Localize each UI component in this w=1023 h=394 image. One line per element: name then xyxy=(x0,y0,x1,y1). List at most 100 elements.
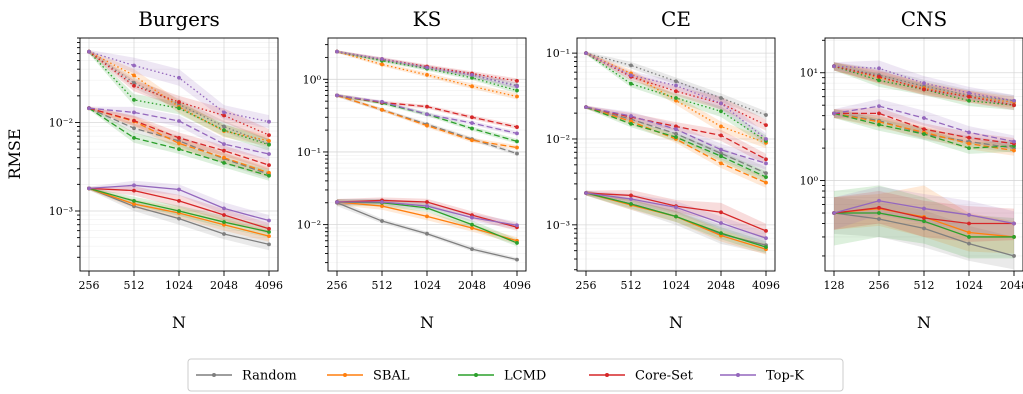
band-cns-solid-random xyxy=(834,197,1014,270)
point-burgers-dashed-core-set xyxy=(177,135,181,140)
point-ks-dashed-lcmd xyxy=(470,126,474,131)
point-ce-dashed-sbal xyxy=(764,180,768,185)
line-burgers-dashed-random xyxy=(88,107,270,175)
point-ce-solid-lcmd xyxy=(674,214,678,219)
point-burgers-solid-random xyxy=(222,232,226,236)
band-ks-solid-top-k xyxy=(337,198,517,230)
legend: Random SBAL LCMD Core-Set Top-K xyxy=(187,358,844,392)
point-ks-dotted-top-k xyxy=(515,84,519,89)
point-burgers-dotted-top-k xyxy=(267,119,271,124)
point-burgers-dotted-lcmd xyxy=(177,106,181,111)
ytick-label-ks: 10⁻¹ xyxy=(297,146,321,159)
subplot-cns: CNS N 10⁰ 10¹ 128 256 512 1024 2048 xyxy=(800,7,1023,332)
point-ce-solid-core-set xyxy=(719,210,723,215)
point-ce-dashed-core-set xyxy=(719,133,723,138)
legend-marker-top-k xyxy=(736,373,740,377)
point-ks-solid-random xyxy=(380,219,384,223)
xtick-label-burgers: 512 xyxy=(124,279,145,292)
line-ce-dotted-sbal xyxy=(585,52,767,144)
point-cns-solid-random xyxy=(967,241,971,246)
ytick-label-ks: 10⁻² xyxy=(297,219,321,232)
point-ce-dotted-lcmd xyxy=(719,109,723,114)
xtick-label-cns: 128 xyxy=(824,279,845,292)
point-cns-dotted-top-k xyxy=(832,64,836,69)
point-ks-dotted-sbal xyxy=(425,72,429,77)
point-ce-dashed-top-k xyxy=(764,161,768,166)
point-burgers-dashed-core-set xyxy=(267,163,271,168)
xtick-label-ks: 512 xyxy=(372,279,393,292)
point-ce-dashed-lcmd xyxy=(719,154,723,159)
point-ce-dotted-top-k xyxy=(674,83,678,88)
point-cns-solid-top-k xyxy=(832,211,836,215)
xtick-label-ks: 256 xyxy=(327,279,348,292)
point-burgers-solid-sbal xyxy=(222,222,226,227)
legend-label-top-k: Top-K xyxy=(766,369,804,384)
point-ks-solid-top-k xyxy=(380,200,384,204)
point-cns-dashed-sbal xyxy=(967,141,971,146)
point-burgers-solid-lcmd xyxy=(222,220,226,224)
band-burgers-dashed-top-k xyxy=(89,106,269,160)
point-ks-dotted-sbal xyxy=(515,94,519,99)
point-ce-dashed-top-k xyxy=(629,114,633,118)
point-ce-solid-core-set xyxy=(629,193,633,198)
plot-area-ks: 10⁻² 10⁻¹ 10⁰ 256 512 1024 2048 4096 xyxy=(297,37,531,292)
point-cns-solid-core-set xyxy=(877,205,881,210)
point-burgers-dashed-core-set xyxy=(132,118,136,123)
legend-item-top-k: Top-K xyxy=(720,369,804,384)
point-ks-solid-sbal xyxy=(380,204,384,208)
point-burgers-dotted-lcmd xyxy=(222,128,226,133)
point-burgers-dotted-lcmd xyxy=(132,97,136,102)
point-ks-dashed-top-k xyxy=(335,93,339,98)
point-cns-solid-lcmd xyxy=(1012,235,1016,239)
point-cns-dotted-core-set xyxy=(922,87,926,92)
point-cns-dashed-core-set xyxy=(922,127,926,132)
xtick-label-cns: 256 xyxy=(869,279,890,292)
point-ks-dotted-top-k xyxy=(425,65,429,70)
point-ks-dashed-core-set xyxy=(515,125,519,129)
legend-frame xyxy=(187,358,844,392)
point-ce-dotted-random xyxy=(719,96,723,100)
subplot-ks: KS N 10⁻² 10⁻¹ 10⁰ 256 512 1024 2048 4096 xyxy=(297,7,531,332)
point-cns-dashed-sbal xyxy=(877,120,881,124)
point-burgers-dotted-core-set xyxy=(267,133,271,138)
point-ce-dotted-top-k xyxy=(719,101,723,106)
point-ce-dashed-top-k xyxy=(674,127,678,132)
xtick-label-ce: 256 xyxy=(576,279,597,292)
legend-label-random: Random xyxy=(242,369,297,384)
point-burgers-dotted-core-set xyxy=(132,83,136,88)
point-burgers-dashed-lcmd xyxy=(267,173,271,178)
point-cns-solid-sbal xyxy=(967,230,971,235)
point-burgers-dashed-lcmd xyxy=(222,160,226,165)
point-burgers-dotted-core-set xyxy=(177,100,181,104)
legend-item-sbal: SBAL xyxy=(327,369,410,384)
xtick-label-burgers: 4096 xyxy=(255,279,283,292)
point-burgers-dotted-sbal xyxy=(267,138,271,143)
band-burgers-dotted-random xyxy=(89,49,269,150)
legend-marker-core-set xyxy=(605,373,609,377)
point-cns-dashed-sbal xyxy=(1012,148,1016,153)
band-burgers-dotted-top-k xyxy=(89,49,269,129)
legend-label-lcmd: LCMD xyxy=(504,369,546,384)
point-burgers-dashed-top-k xyxy=(132,110,136,115)
point-ce-solid-top-k xyxy=(719,221,723,225)
legend-marker-random xyxy=(212,373,216,377)
ytick-label-ce: 10⁻² xyxy=(546,133,570,146)
ytick-label-cns: 10¹ xyxy=(800,67,818,80)
point-ce-dashed-random xyxy=(719,151,723,156)
point-ks-dashed-sbal xyxy=(380,107,384,112)
xtick-label-ce: 2048 xyxy=(707,279,735,292)
point-cns-dashed-lcmd xyxy=(967,146,971,151)
legend-marker-sbal xyxy=(343,373,347,377)
point-ks-dashed-core-set xyxy=(425,104,429,109)
title-burgers: Burgers xyxy=(138,7,220,31)
band-ce-dashed-sbal xyxy=(586,105,766,188)
point-ce-dashed-lcmd xyxy=(764,175,768,179)
point-burgers-solid-top-k xyxy=(87,186,91,191)
point-burgers-solid-lcmd xyxy=(132,199,136,203)
point-ks-dashed-random xyxy=(515,151,519,156)
xtick-label-burgers: 1024 xyxy=(165,279,193,292)
point-ks-solid-core-set xyxy=(425,200,429,204)
point-burgers-dashed-sbal xyxy=(177,141,181,146)
point-burgers-solid-top-k xyxy=(132,183,136,188)
ytick-label-burgers: 10⁻³ xyxy=(49,205,73,218)
